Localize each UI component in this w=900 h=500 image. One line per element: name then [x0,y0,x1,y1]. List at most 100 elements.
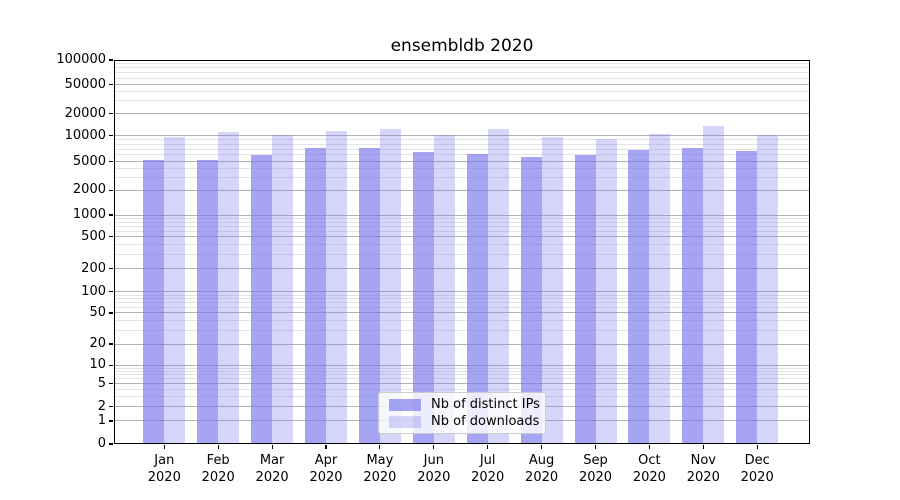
bar-distinct-ips [736,151,758,444]
y-tick-mark [109,214,113,216]
gridline-minor [114,221,810,223]
y-tick-label: 100000 [56,52,106,67]
gridline-minor [114,217,810,219]
bar-distinct-ips [682,147,704,444]
y-tick-mark [109,383,113,385]
y-tick-mark [109,160,113,163]
gridline-minor [114,91,810,93]
bar-downloads [649,134,671,444]
bar-distinct-ips [628,149,650,444]
x-tick-label: Sep 2020 [578,453,613,485]
bar-distinct-ips [358,148,380,444]
y-tick-label: 2 [97,398,106,414]
x-tick-mark [433,445,435,449]
gridline-major [114,312,810,314]
y-tick-mark [109,291,113,293]
bar-downloads [433,135,455,444]
gridline-minor [114,77,810,79]
y-tick-mark [109,59,113,61]
x-tick-label: Nov 2020 [686,453,720,485]
gridline-minor [114,143,810,145]
y-tick-mark [109,135,113,137]
gridline-minor [114,298,810,300]
x-tick-label: Dec 2020 [740,453,774,485]
bar-distinct-ips [251,155,273,444]
gridline-minor [114,367,810,369]
x-tick-mark [756,445,758,449]
gridline-minor [114,139,810,141]
chart-title: ensembldb 2020 [390,36,534,56]
x-tick-mark [541,445,543,449]
x-tick-mark [702,445,704,449]
y-tick-label: 1 [97,412,106,428]
y-tick-mark [109,420,113,422]
gridline-major [114,84,810,86]
gridline-minor [114,148,810,150]
y-tick-label: 50 [89,304,106,320]
bar-downloads [595,139,617,444]
legend-item: Nb of downloads [389,414,539,429]
y-tick-label: 20000 [64,105,106,121]
gridline-minor [114,63,810,65]
y-tick-label: 50000 [64,76,106,92]
x-tick-label: Apr 2020 [309,453,343,485]
gridline-minor [114,225,810,227]
y-tick-mark [109,312,113,314]
gridline-major [114,364,810,366]
x-tick-label: Mar 2020 [255,453,289,485]
gridline-major [114,383,810,385]
x-tick-mark [217,445,219,449]
gridline-minor [114,378,810,380]
bar-downloads [757,135,779,444]
bar-downloads [703,125,725,444]
y-tick-label: 500 [81,228,106,244]
bar-distinct-ips [197,160,219,444]
gridline-minor [114,154,810,156]
gridline-major [114,135,810,137]
gridline-minor [114,230,810,232]
gridline-major [114,268,810,270]
x-tick-mark [379,445,381,449]
bar-downloads [272,134,294,444]
bar-distinct-ips [305,147,326,444]
y-tick-mark [109,343,113,345]
bar-distinct-ips [520,157,542,444]
gridline-minor [114,302,810,304]
gridline-minor [114,306,810,308]
y-tick-label: 2000 [72,182,106,198]
gridline-minor [114,72,810,74]
bar-distinct-ips [574,155,596,444]
gridline-major [114,236,810,238]
x-tick-label: Oct 2020 [632,453,666,485]
bar-downloads [541,136,563,444]
y-tick-mark [109,113,113,115]
y-tick-mark [109,364,113,366]
legend: Nb of distinct IPs Nb of downloads [378,392,546,434]
bar-downloads [487,129,509,444]
gridline-minor [114,253,810,255]
gridline-minor [114,374,810,376]
y-tick-mark [109,84,113,86]
plot-area [114,60,810,444]
gridline-major [114,189,810,191]
bar-downloads [326,131,347,444]
y-tick-label: 5 [97,375,106,391]
y-tick-mark [109,236,113,238]
gridline-minor [114,67,810,69]
legend-swatch [389,415,421,428]
x-tick-mark [648,445,650,449]
bar-distinct-ips [412,152,434,444]
y-tick-mark [109,267,113,270]
y-tick-label: 5000 [72,153,106,169]
gridline-minor [114,294,810,296]
bar-distinct-ips [466,154,488,444]
gridline-minor [114,100,810,102]
y-tick-label: 200 [81,260,106,276]
x-tick-mark [487,445,489,449]
bar-distinct-ips [143,160,165,444]
legend-label: Nb of distinct IPs [431,397,540,412]
x-tick-mark [325,445,327,449]
x-tick-label: Jul 2020 [471,453,505,485]
x-tick-mark [271,445,273,449]
